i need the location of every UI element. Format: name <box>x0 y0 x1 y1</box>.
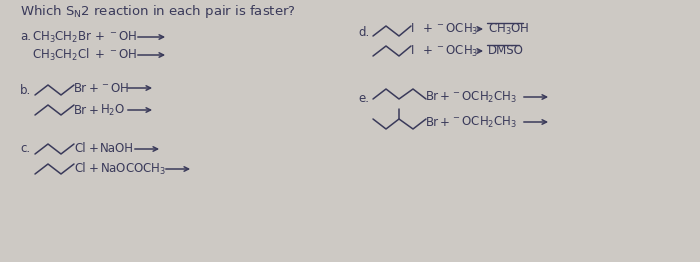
Text: NaOCOCH$_3$: NaOCOCH$_3$ <box>100 161 167 177</box>
Text: b.: b. <box>20 84 32 96</box>
Text: +: + <box>440 116 450 128</box>
Text: $\mathregular{^-}$OH: $\mathregular{^-}$OH <box>100 81 130 95</box>
Text: I: I <box>411 23 414 35</box>
Text: +: + <box>423 45 433 57</box>
Text: CH$_3$OH: CH$_3$OH <box>488 21 530 37</box>
Text: e.: e. <box>358 92 369 106</box>
Text: +: + <box>89 81 99 95</box>
Text: +: + <box>89 162 99 176</box>
Text: Br: Br <box>426 90 439 103</box>
Text: +: + <box>89 103 99 117</box>
Text: +: + <box>440 90 450 103</box>
Text: a.: a. <box>20 30 31 43</box>
Text: $\mathregular{^-}$OH: $\mathregular{^-}$OH <box>108 48 137 62</box>
Text: c.: c. <box>20 143 30 156</box>
Text: DMSO: DMSO <box>488 45 524 57</box>
Text: Cl: Cl <box>74 143 85 156</box>
Text: $\mathregular{^-}$OCH$_3$: $\mathregular{^-}$OCH$_3$ <box>435 21 479 37</box>
Text: Br: Br <box>426 116 439 128</box>
Text: $\mathregular{^-}$OH: $\mathregular{^-}$OH <box>108 30 137 43</box>
Text: Cl: Cl <box>74 162 85 176</box>
Text: Which $\mathregular{S_N}$2 reaction in each pair is faster?: Which $\mathregular{S_N}$2 reaction in e… <box>20 3 295 20</box>
Text: $\mathregular{^-}$OCH$_3$: $\mathregular{^-}$OCH$_3$ <box>435 43 479 58</box>
Text: H$_2$O: H$_2$O <box>100 102 125 118</box>
Text: +: + <box>95 30 105 43</box>
Text: $\mathregular{^-}$OCH$_2$CH$_3$: $\mathregular{^-}$OCH$_2$CH$_3$ <box>451 114 517 129</box>
Text: CH$_3$CH$_2$Cl: CH$_3$CH$_2$Cl <box>32 47 90 63</box>
Text: $\mathregular{^-}$OCH$_2$CH$_3$: $\mathregular{^-}$OCH$_2$CH$_3$ <box>451 89 517 105</box>
Text: d.: d. <box>358 25 370 39</box>
Text: +: + <box>89 143 99 156</box>
Text: Br: Br <box>74 103 87 117</box>
Text: Br: Br <box>74 81 87 95</box>
Text: I: I <box>411 45 414 57</box>
Text: NaOH: NaOH <box>100 143 134 156</box>
Text: +: + <box>95 48 105 62</box>
Text: +: + <box>423 23 433 35</box>
Text: CH$_3$CH$_2$Br: CH$_3$CH$_2$Br <box>32 29 92 45</box>
